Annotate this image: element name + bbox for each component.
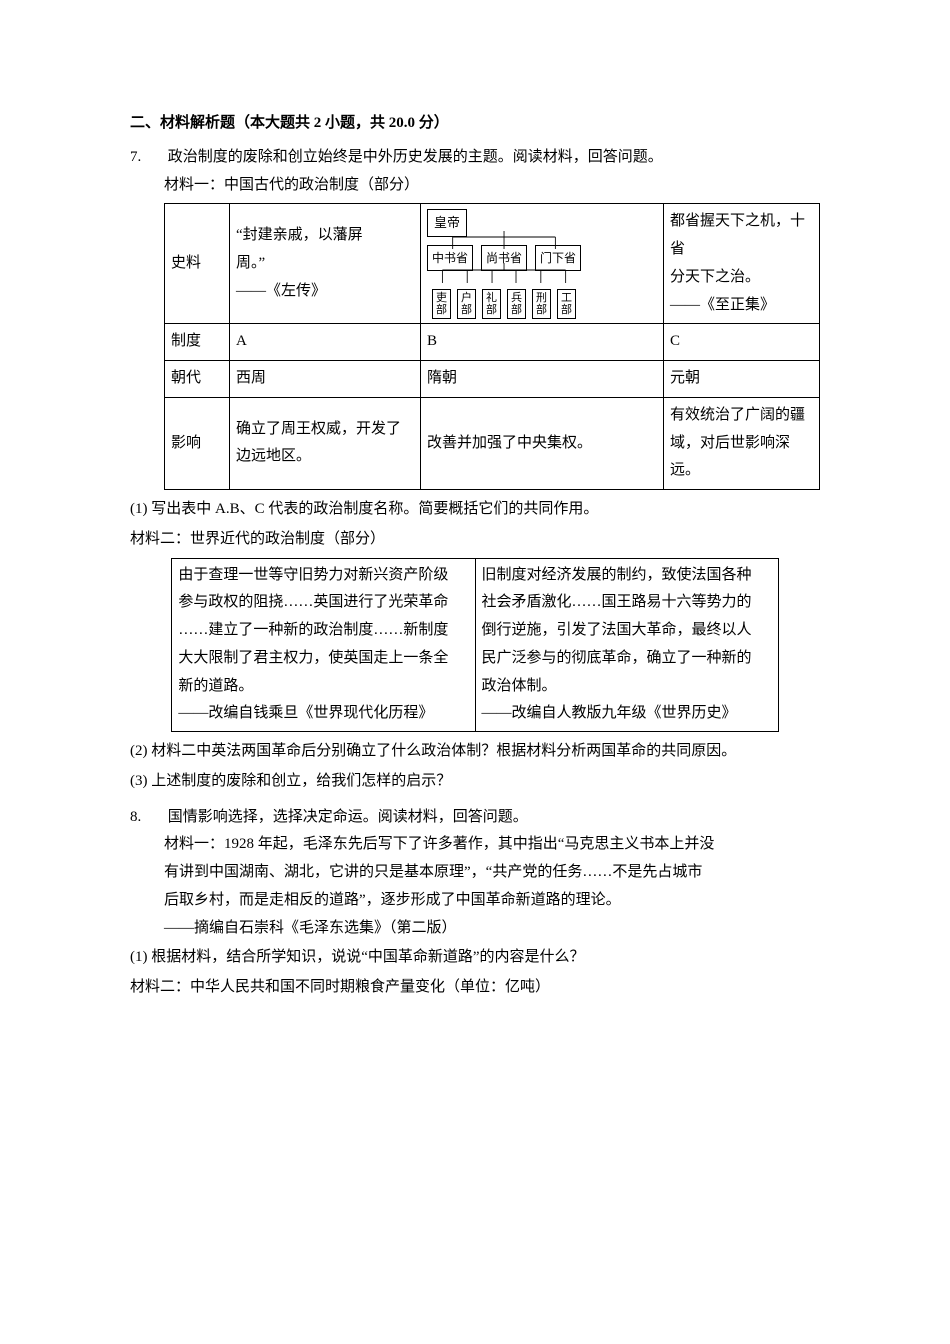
q8-sub1: (1) 根据材料，结合所学知识，说说“中国革命新道路”的内容是什么？ (130, 944, 820, 972)
table-row: 朝代 西周 隋朝 元朝 (165, 361, 820, 398)
text-line: ——改编自人教版九年级《世界历史》 (482, 700, 772, 728)
cell-c-yingxiang: 有效统治了广阔的疆域，对后世影响深远。 (664, 397, 820, 489)
table-row: 史料 “封建亲戚，以藩屏 周。” ——《左传》 皇帝 (165, 204, 820, 324)
q8-number: 8. (130, 804, 164, 832)
text-line: 新的道路。 (178, 673, 468, 701)
diagram-bot-box: 刑部 (532, 289, 551, 319)
cell-c-chaodai: 元朝 (664, 361, 820, 398)
row-label-zhidu: 制度 (165, 324, 230, 361)
q8-mat2-label: 材料二：中华人民共和国不同时期粮食产量变化（单位：亿吨） (130, 974, 820, 1002)
text-line: ——《左传》 (236, 278, 414, 306)
q8-mat1-line: 有讲到中国湖南、湖北，它讲的只是基本原理”，“共产党的任务……不是先占城市 (130, 859, 820, 887)
q7-sub2: (2) 材料二中英法两国革命后分别确立了什么政治体制？根据材料分析两国革命的共同… (130, 738, 820, 766)
cell-b-zhidu: B (421, 324, 664, 361)
cell-b-diagram: 皇帝 中书省 (421, 204, 664, 324)
sui-diagram: 皇帝 中书省 (427, 209, 581, 319)
q7-table1: 史料 “封建亲戚，以藩屏 周。” ——《左传》 皇帝 (164, 203, 820, 490)
diagram-bot-box: 礼部 (482, 289, 501, 319)
q7-number: 7. (130, 144, 164, 172)
q7-sub1: (1) 写出表中 A.B、C 代表的政治制度名称。简要概括它们的共同作用。 (130, 496, 820, 524)
text-line: 分天下之治。 (670, 264, 813, 292)
diagram-bot-box: 户部 (457, 289, 476, 319)
question-7: 7. 政治制度的废除和创立始终是中外历史发展的主题。阅读材料，回答问题。 材料一… (130, 144, 820, 796)
q7-table2: 由于查理一世等守旧势力对新兴资产阶级 参与政权的阻挠……英国进行了光荣革命 ……… (171, 558, 778, 733)
cell-a-zhidu: A (230, 324, 421, 361)
text-line: ——《至正集》 (670, 292, 813, 320)
cell-a-chaodai: 西周 (230, 361, 421, 398)
cell-b-yingxiang: 改善并加强了中央集权。 (421, 397, 664, 489)
text-line: ……建立了一种新的政治制度……新制度 (178, 617, 468, 645)
diagram-bot-box: 工部 (557, 289, 576, 319)
table-row: 制度 A B C (165, 324, 820, 361)
table-row: 由于查理一世等守旧势力对新兴资产阶级 参与政权的阻挠……英国进行了光荣革命 ……… (172, 558, 778, 732)
page: 二、材料解析题（本大题共 2 小题，共 20.0 分） 7. 政治制度的废除和创… (0, 0, 950, 1070)
question-8: 8. 国情影响选择，选择决定命运。阅读材料，回答问题。 材料一：1928 年起，… (130, 804, 820, 1002)
section-title: 二、材料解析题（本大题共 2 小题，共 20.0 分） (130, 110, 820, 138)
q8-intro: 国情影响选择，选择决定命运。阅读材料，回答问题。 (168, 804, 818, 832)
text-line: 由于查理一世等守旧势力对新兴资产阶级 (178, 562, 468, 590)
q7-table1-wrap: 史料 “封建亲戚，以藩屏 周。” ——《左传》 皇帝 (130, 203, 820, 490)
diagram-bot-box: 吏部 (432, 289, 451, 319)
diagram-lines-bottom (427, 263, 581, 283)
text-line: “封建亲戚，以藩屏 (236, 222, 414, 250)
cell-right: 旧制度对经济发展的制约，致使法国各种 社会矛盾激化……国王路易十六等势力的 倒行… (475, 558, 778, 732)
text-line: 旧制度对经济发展的制约，致使法国各种 (482, 562, 772, 590)
q7-sub3: (3) 上述制度的废除和创立，给我们怎样的启示？ (130, 768, 820, 796)
q7-mat1-label: 材料一：中国古代的政治制度（部分） (130, 172, 820, 200)
q7-intro: 政治制度的废除和创立始终是中外历史发展的主题。阅读材料，回答问题。 (168, 144, 818, 172)
q8-mat1-line: 后取乡村，而是走相反的道路”，逐步形成了中国革命新道路的理论。 (130, 887, 820, 915)
text-line: 民广泛参与的彻底革命，确立了一种新的 (482, 645, 772, 673)
text-line: 倒行逆施，引发了法国大革命，最终以人 (482, 617, 772, 645)
row-label-yingxiang: 影响 (165, 397, 230, 489)
row-label-shiliao: 史料 (165, 204, 230, 324)
cell-c-shiliao: 都省握天下之机，十省 分天下之治。 ——《至正集》 (664, 204, 820, 324)
q8-mat1-line: 材料一：1928 年起，毛泽东先后写下了许多著作，其中指出“马克思主义书本上并没 (130, 831, 820, 859)
cell-left: 由于查理一世等守旧势力对新兴资产阶级 参与政权的阻挠……英国进行了光荣革命 ……… (172, 558, 475, 732)
row-label-chaodai: 朝代 (165, 361, 230, 398)
diagram-lines-top (427, 231, 581, 249)
q8-mat1-src: ——摘编自石崇科《毛泽东选集》（第二版） (130, 915, 820, 943)
cell-a-yingxiang: 确立了周王权威，开发了边远地区。 (230, 397, 421, 489)
text-line: 参与政权的阻挠……英国进行了光荣革命 (178, 589, 468, 617)
text-line: 大大限制了君主权力，使英国走上一条全 (178, 645, 468, 673)
text-line: 社会矛盾激化……国王路易十六等势力的 (482, 589, 772, 617)
table-row: 影响 确立了周王权威，开发了边远地区。 改善并加强了中央集权。 有效统治了广阔的… (165, 397, 820, 489)
cell-b-chaodai: 隋朝 (421, 361, 664, 398)
cell-c-zhidu: C (664, 324, 820, 361)
cell-a-shiliao: “封建亲戚，以藩屏 周。” ——《左传》 (230, 204, 421, 324)
diagram-bot-row: 吏部 户部 礼部 兵部 刑部 工部 (427, 289, 581, 319)
text-line: 政治体制。 (482, 673, 772, 701)
diagram-bot-box: 兵部 (507, 289, 526, 319)
q7-mat2-label: 材料二：世界近代的政治制度（部分） (130, 526, 820, 554)
text-line: ——改编自钱乘旦《世界现代化历程》 (178, 700, 468, 728)
text-line: 都省握天下之机，十省 (670, 208, 813, 264)
text-line: 周。” (236, 250, 414, 278)
